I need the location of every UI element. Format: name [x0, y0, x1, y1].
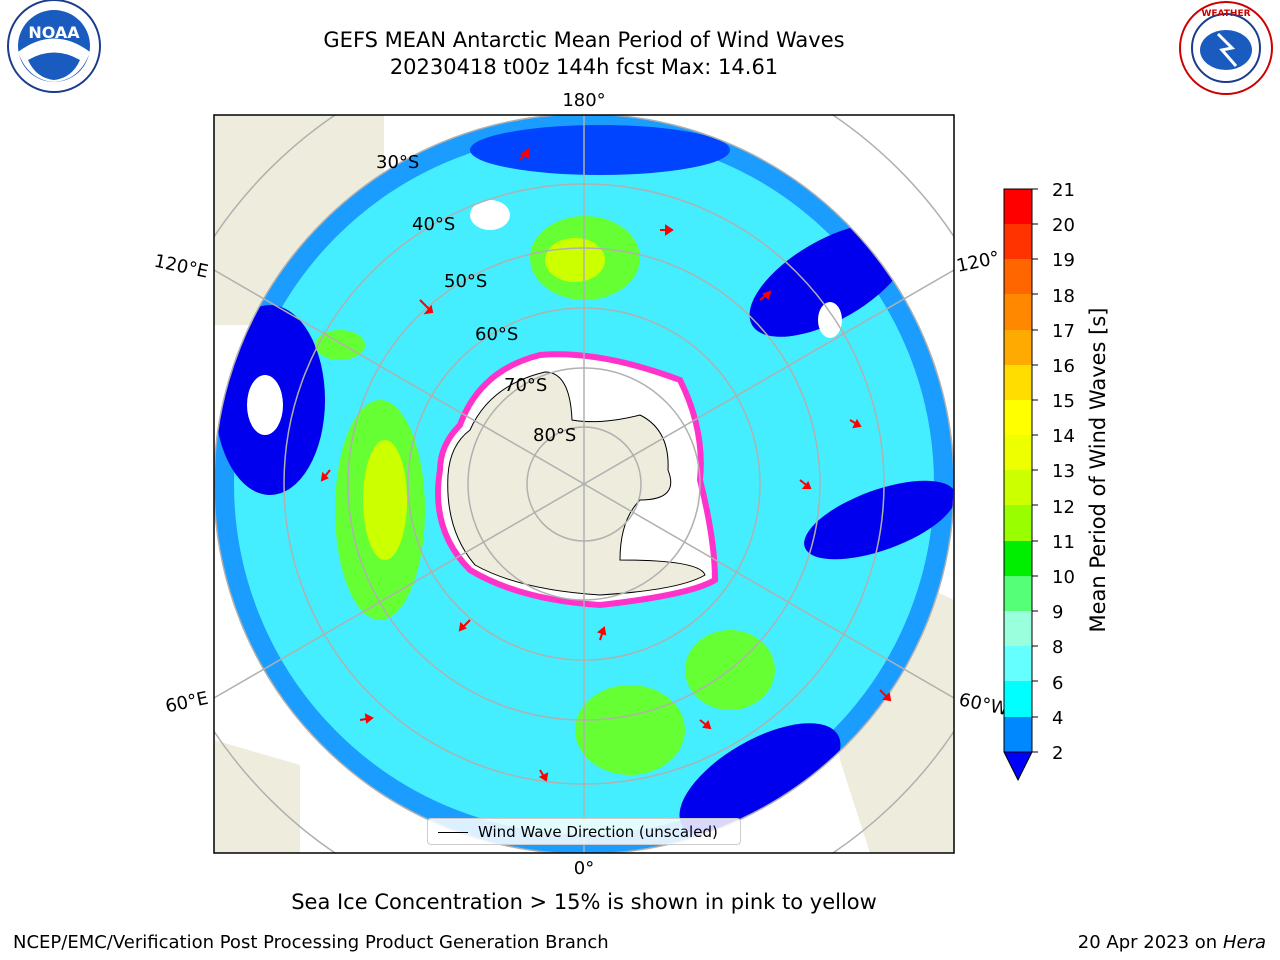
- lon-label-0: 0°: [574, 858, 594, 879]
- cbar-tick: 6: [1052, 673, 1063, 694]
- noaa-logo: NOAA: [7, 0, 101, 93]
- footer-date-text: 20 Apr 2023 on: [1077, 932, 1223, 953]
- cbar-tick: 16: [1052, 356, 1075, 377]
- antarctica-land: [447, 371, 706, 596]
- svg-text:NOAA: NOAA: [28, 23, 80, 42]
- footer-organization: NCEP/EMC/Verification Post Processing Pr…: [13, 932, 609, 953]
- colorbar-label: Mean Period of Wind Waves [s]: [1086, 307, 1110, 633]
- cbar-tick: 19: [1052, 250, 1075, 271]
- legend-line-icon: [438, 832, 468, 833]
- cbar-tick: 2: [1052, 743, 1063, 764]
- lon-label-180: 180°: [562, 90, 605, 111]
- footer-date: 20 Apr 2023 on Hera: [1078, 932, 1266, 953]
- cbar-tick: 8: [1052, 637, 1063, 658]
- cbar-tick: 17: [1052, 321, 1075, 342]
- lat-label-70s: 70°S: [504, 375, 547, 396]
- cbar-tick: 20: [1052, 215, 1075, 236]
- africa-land: [214, 740, 300, 853]
- lat-label-80s: 80°S: [533, 425, 576, 446]
- cbar-tick: 21: [1052, 180, 1075, 201]
- lon-label-120e: 120°E: [152, 251, 210, 283]
- footer-host: Hera: [1222, 932, 1266, 953]
- sea-ice-note: Sea Ice Concentration > 15% is shown in …: [291, 890, 877, 914]
- cbar-tick: 9: [1052, 602, 1063, 623]
- cbar-tick: 11: [1052, 532, 1075, 553]
- cbar-tick: 15: [1052, 391, 1075, 412]
- map-legend: Wind Wave Direction (unscaled): [427, 818, 741, 845]
- chart-title: GEFS MEAN Antarctic Mean Period of Wind …: [323, 28, 845, 52]
- cbar-tick: 13: [1052, 461, 1075, 482]
- lat-label-60s: 60°S: [475, 324, 518, 345]
- cbar-tick: 4: [1052, 708, 1063, 729]
- cbar-tick: 14: [1052, 426, 1075, 447]
- lat-label-50s: 50°S: [444, 271, 487, 292]
- cbar-tick: 12: [1052, 497, 1075, 518]
- lon-label-60e: 60°E: [164, 688, 211, 718]
- colorbar: [1003, 188, 1033, 782]
- lon-label-120w: 120°: [955, 247, 1002, 277]
- chart-subtitle: 20230418 t00z 144h fcst Max: 14.61: [389, 55, 779, 79]
- cbar-tick: 10: [1052, 567, 1075, 588]
- legend-label: Wind Wave Direction (unscaled): [478, 823, 718, 841]
- nws-logo: WEATHER: [1179, 1, 1273, 95]
- lon-label-60w: 60°W: [957, 689, 1010, 720]
- cbar-tick: 18: [1052, 286, 1075, 307]
- svg-text:WEATHER: WEATHER: [1201, 9, 1250, 19]
- lat-label-30s: 30°S: [376, 152, 419, 173]
- lat-label-40s: 40°S: [412, 214, 455, 235]
